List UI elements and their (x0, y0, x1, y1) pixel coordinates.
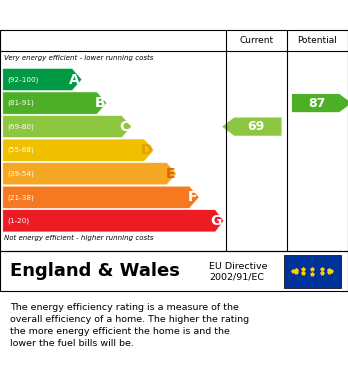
Polygon shape (3, 68, 82, 91)
Text: (81-91): (81-91) (7, 100, 34, 106)
Text: The energy efficiency rating is a measure of the
overall efficiency of a home. T: The energy efficiency rating is a measur… (10, 303, 250, 348)
Polygon shape (3, 163, 177, 185)
Text: Energy Efficiency Rating: Energy Efficiency Rating (69, 7, 279, 23)
Text: Not energy efficient - higher running costs: Not energy efficient - higher running co… (4, 235, 154, 241)
Text: A: A (69, 72, 80, 86)
Text: 69: 69 (247, 120, 265, 133)
Polygon shape (3, 186, 199, 208)
Text: B: B (94, 96, 105, 110)
Polygon shape (3, 210, 224, 232)
Text: Potential: Potential (298, 36, 337, 45)
Text: G: G (211, 214, 222, 228)
Polygon shape (222, 118, 282, 136)
Polygon shape (3, 115, 132, 138)
Text: 87: 87 (309, 97, 326, 109)
Bar (284, 255, 341, 288)
Text: England & Wales: England & Wales (10, 262, 180, 280)
Text: (55-68): (55-68) (7, 147, 34, 153)
Text: C: C (119, 120, 130, 134)
Text: D: D (141, 143, 152, 157)
Text: E: E (165, 167, 175, 181)
Polygon shape (3, 139, 154, 161)
Polygon shape (3, 92, 107, 114)
Text: F: F (188, 190, 197, 204)
Text: (69-80): (69-80) (7, 124, 34, 130)
Text: (21-38): (21-38) (7, 194, 34, 201)
Text: Very energy efficient - lower running costs: Very energy efficient - lower running co… (4, 54, 153, 61)
Polygon shape (292, 94, 348, 112)
Text: (92-100): (92-100) (7, 76, 38, 83)
Text: Current: Current (239, 36, 273, 45)
Text: (1-20): (1-20) (7, 217, 29, 224)
Text: EU Directive
2002/91/EC: EU Directive 2002/91/EC (209, 262, 267, 281)
Text: (39-54): (39-54) (7, 170, 34, 177)
